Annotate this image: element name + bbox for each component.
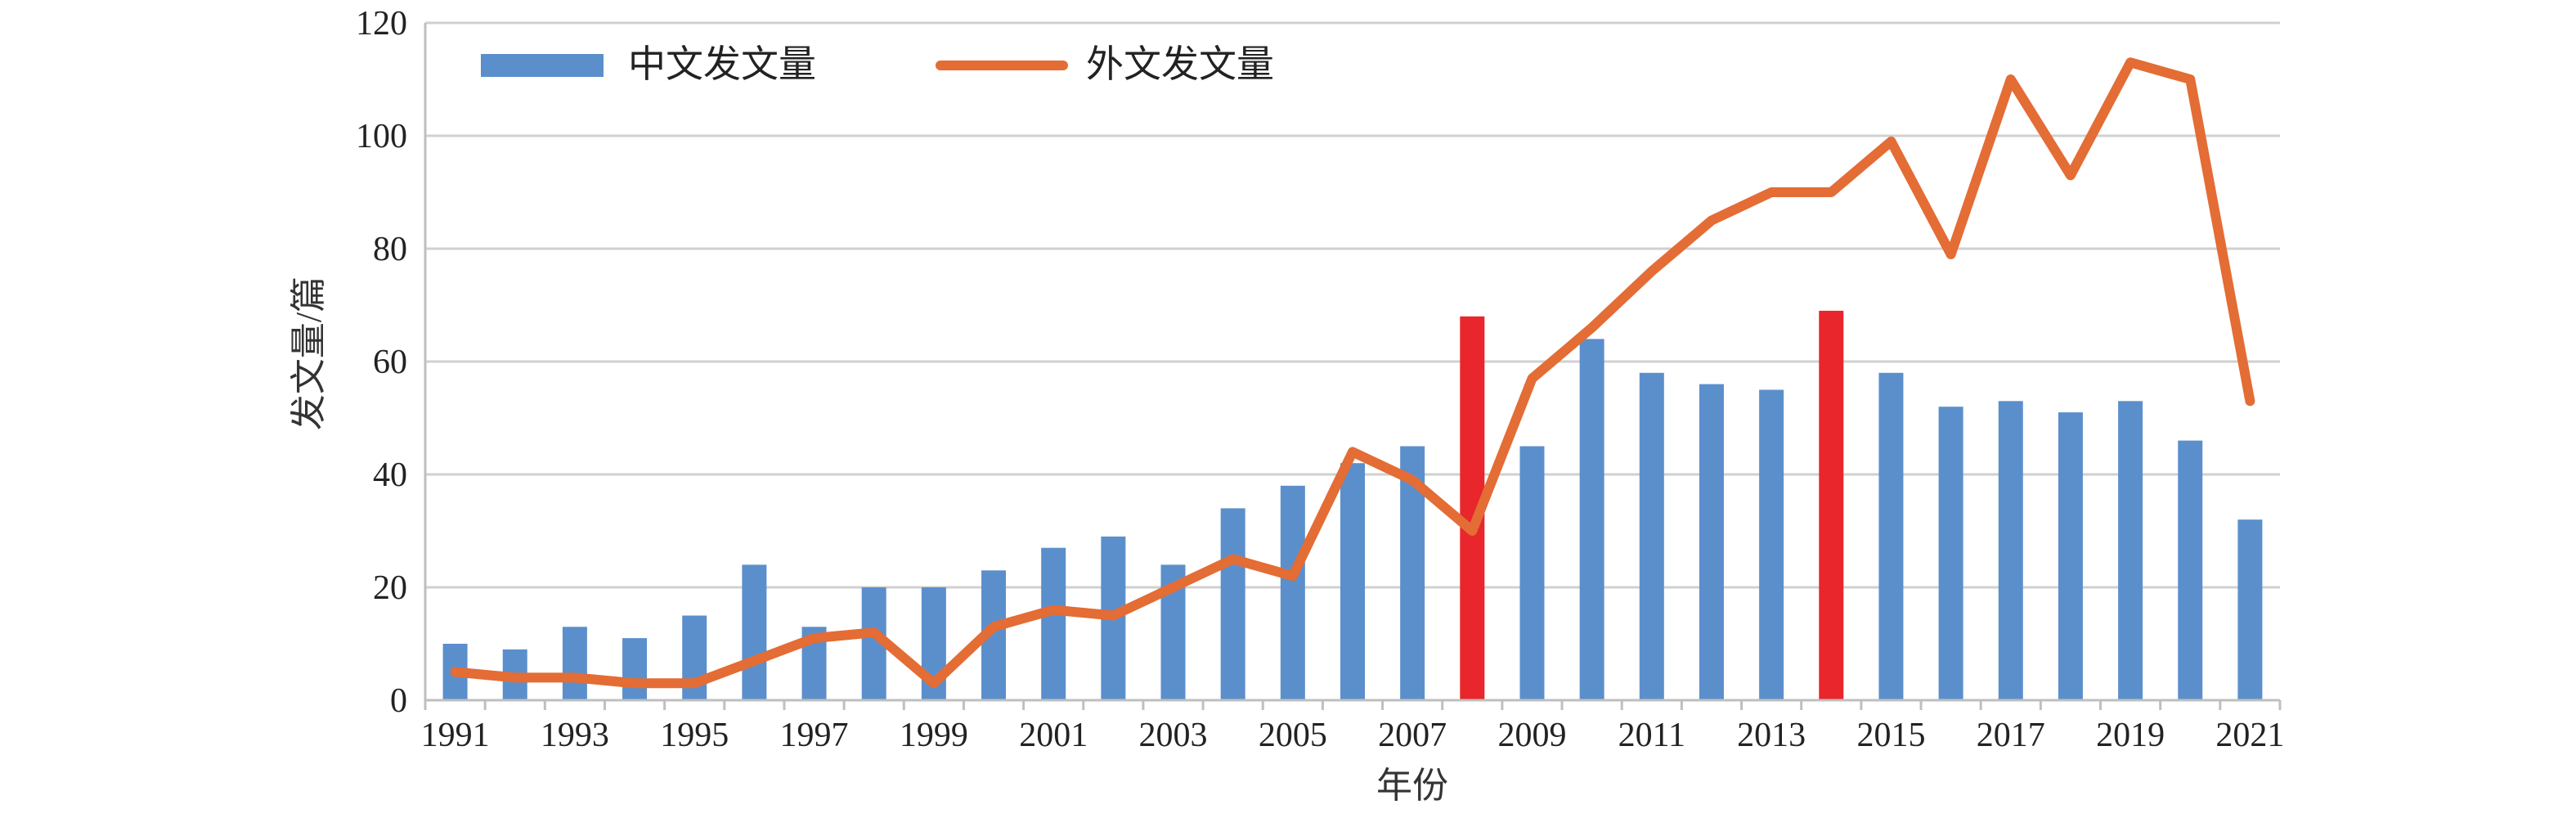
y-tick-label: 20: [373, 569, 407, 607]
x-tick-label: 1991: [421, 717, 490, 754]
y-tick-label: 40: [373, 456, 407, 494]
x-tick-label: 2001: [1019, 717, 1088, 754]
bar: [622, 638, 648, 700]
y-axis-label: 发文量/篇: [289, 276, 329, 430]
x-tick-label: 2017: [1977, 717, 2045, 754]
x-tick-label: 2013: [1737, 717, 1806, 754]
x-tick-label: 2015: [1856, 717, 1925, 754]
bar-series: [442, 310, 2263, 700]
bar: [2237, 519, 2263, 700]
bar: [1639, 372, 1664, 700]
x-tick-label: 1993: [541, 717, 609, 754]
bar: [1280, 485, 1305, 700]
x-tick-label: 2003: [1139, 717, 1208, 754]
y-tick-label: 60: [373, 344, 407, 381]
line-series: [450, 57, 2255, 689]
x-tick-label: 2021: [2215, 717, 2284, 754]
y-tick-label: 100: [356, 118, 407, 155]
x-tick-label: 1995: [660, 717, 729, 754]
bar: [742, 564, 767, 700]
bar: [1220, 508, 1245, 700]
y-tick-label: 0: [390, 682, 407, 720]
axes: 0 20 40 60 80 100 120 1991 1993 1995 1997 1999 2001 2…: [356, 5, 2284, 754]
bar: [1041, 547, 1066, 700]
y-tick-label: 80: [373, 231, 407, 268]
bar: [1998, 401, 2023, 700]
x-tick-label: 2019: [2096, 717, 2165, 754]
x-tick-label: 2007: [1378, 717, 1447, 754]
bar: [2118, 401, 2143, 700]
line-series-path: [450, 57, 2255, 689]
y-tick-label: 120: [356, 5, 407, 43]
bar: [2058, 412, 2083, 700]
bar: [1938, 407, 1963, 700]
bar: [562, 627, 587, 700]
legend-label-bar: 中文发文量: [628, 43, 816, 85]
bar: [2178, 440, 2203, 700]
bar: [1878, 372, 1904, 700]
x-tick-label: 2011: [1618, 717, 1685, 754]
x-tick-label: 2009: [1497, 717, 1566, 754]
x-tick-label: 1997: [780, 717, 849, 754]
x-tick-label: 1999: [900, 717, 968, 754]
legend-swatch-bar: [481, 54, 604, 77]
bar: [1519, 446, 1545, 700]
bar: [1340, 463, 1365, 700]
x-axis-label: 年份: [1376, 766, 1448, 806]
bar: [1699, 384, 1724, 700]
bar: [1759, 389, 1784, 700]
bar: [1579, 339, 1604, 700]
legend: 中文发文量 外文发文量: [481, 43, 1274, 85]
bar: [1819, 310, 1844, 700]
x-tick-label: 2005: [1259, 717, 1327, 754]
legend-label-line: 外文发文量: [1086, 43, 1274, 85]
